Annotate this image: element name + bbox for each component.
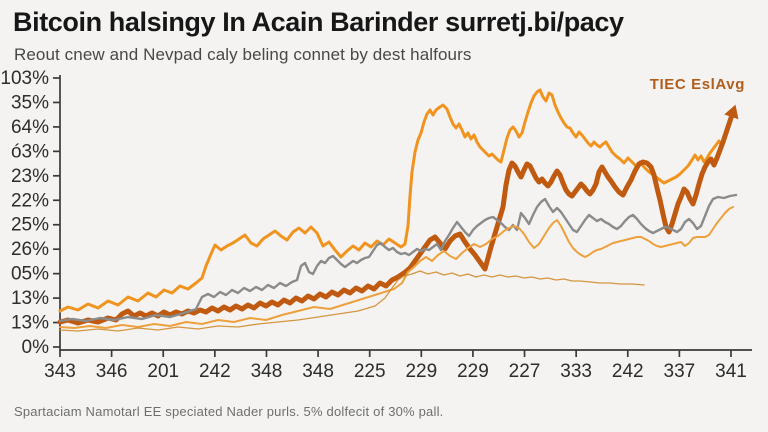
x-tick-label: 227 — [509, 361, 541, 382]
x-tick-label: 346 — [96, 361, 128, 382]
y-tick-label: 05% — [11, 264, 49, 285]
y-tick-label: 35% — [11, 92, 49, 113]
y-tick-label: 13% — [11, 288, 49, 309]
x-tick-label: 225 — [354, 361, 386, 382]
y-tick-label: 26% — [11, 239, 49, 260]
y-tick-label: 103% — [0, 68, 49, 89]
legend-label: TIEC EslAvg — [649, 76, 745, 93]
series-amber-leader — [58, 88, 724, 313]
series-light-orange — [59, 206, 734, 329]
series-thin-orange — [59, 270, 645, 332]
x-tick-label: 341 — [715, 361, 747, 382]
x-tick-label: 348 — [251, 361, 283, 382]
series-gray — [58, 193, 738, 323]
chart-title: Bitcoin halsingy In Acain Barinder surre… — [13, 7, 624, 37]
y-tick-label: ó3% — [11, 141, 49, 162]
y-tick-label: 64% — [11, 117, 49, 138]
x-tick-label: 229 — [457, 361, 489, 382]
axis-lines — [59, 75, 752, 351]
x-tick-label: 333 — [560, 361, 592, 382]
chart-subtitle: Reout cnew and Nevpad caly beling connet… — [14, 45, 472, 64]
x-tick-label: 229 — [405, 361, 437, 382]
x-tick-label: 343 — [44, 361, 76, 382]
x-tick-label: 201 — [147, 361, 179, 382]
y-tick-label: 25% — [11, 215, 49, 236]
x-tick-label: 242 — [612, 361, 644, 382]
x-tick-label: 242 — [199, 361, 231, 382]
x-tick-label: 348 — [302, 361, 334, 382]
x-tick-label: 337 — [664, 361, 696, 382]
y-tick-label: 13% — [11, 313, 49, 334]
series-rust-main-arrowhead — [724, 104, 739, 120]
y-tick-label: 22% — [11, 190, 49, 211]
y-tick-label: 0% — [22, 337, 50, 358]
footnote: Spartaciam Namotarl EE speciated Nader p… — [14, 404, 444, 419]
y-tick-label: 23% — [11, 166, 49, 187]
